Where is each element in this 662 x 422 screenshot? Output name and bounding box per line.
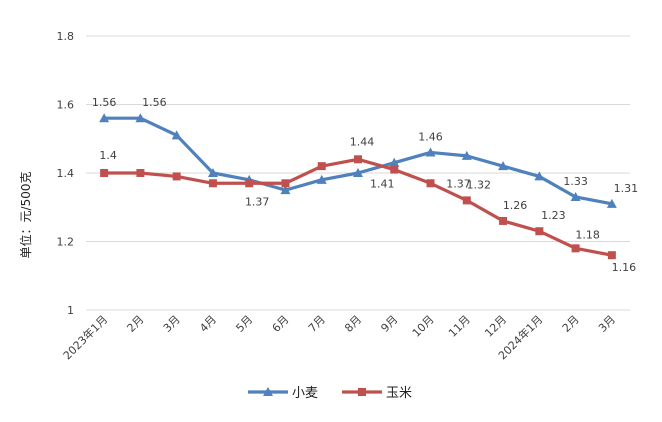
legend-marker [263, 387, 273, 396]
x-tick-label: 2月 [125, 313, 147, 335]
data-label: 1.18 [575, 228, 600, 241]
data-point [100, 169, 109, 177]
x-tick-label: 12月 [482, 313, 509, 340]
data-point [171, 130, 182, 140]
x-tick-label: 9月 [378, 313, 400, 335]
data-point [534, 171, 545, 181]
x-tick-label: 5月 [233, 313, 255, 335]
x-tick-label: 8月 [342, 313, 364, 335]
legend-label: 小麦 [292, 386, 318, 401]
x-tick-label: 2月 [560, 313, 582, 335]
data-point [207, 168, 218, 177]
y-axis-label: 单位：元/500克 [18, 172, 33, 259]
x-tick-label: 3月 [161, 313, 183, 335]
y-tick-label: 1 [67, 304, 74, 317]
y-tick-label: 1.8 [57, 30, 75, 43]
data-point [135, 113, 146, 123]
data-point [570, 191, 581, 201]
data-point [462, 196, 471, 205]
data-point [426, 179, 435, 188]
data-label: 1.26 [503, 199, 528, 212]
y-axis-ticks: 1 1.2 1.4 1.6 1.8 [57, 30, 75, 317]
data-point [390, 165, 399, 174]
data-label: 1.41 [370, 178, 395, 191]
x-tick-label: 2023年1月 [60, 312, 110, 362]
data-point [317, 162, 326, 171]
data-label: 1.31 [614, 182, 639, 195]
data-point [136, 169, 145, 177]
legend: 小麦 玉米 [248, 386, 412, 401]
data-point [172, 172, 181, 181]
x-tick-label: 7月 [306, 313, 328, 335]
data-point [353, 168, 363, 177]
legend-item: 小麦 [248, 386, 318, 401]
data-point [425, 147, 436, 157]
x-tick-label: 6月 [270, 313, 292, 335]
legend-marker [358, 388, 366, 396]
data-point [535, 227, 544, 236]
data-point [499, 216, 508, 225]
data-point [99, 113, 110, 123]
data-label: 1.44 [350, 135, 375, 148]
series [99, 113, 617, 260]
data-label: 1.46 [418, 130, 443, 143]
data-point [389, 157, 400, 167]
data-point [461, 150, 472, 160]
data-point [245, 179, 254, 188]
data-point [571, 244, 580, 253]
x-tick-label: 10月 [410, 313, 437, 340]
data-point [498, 161, 509, 171]
data-label: 1.33 [563, 175, 588, 188]
data-label: 1.16 [612, 261, 637, 274]
y-tick-label: 1.4 [57, 167, 75, 180]
data-labels: 1.56 1.561.461.331.311.41.371.441.41 1.371… [92, 96, 638, 274]
y-tick-label: 1.6 [57, 99, 75, 112]
y-tick-label: 1.2 [57, 236, 75, 249]
data-point [280, 185, 291, 195]
data-point [607, 251, 616, 260]
data-label: 1.37 [245, 195, 270, 208]
data-point [208, 179, 217, 188]
legend-label: 玉米 [386, 386, 412, 401]
data-label: 1.23 [541, 209, 566, 222]
x-tick-label: 4月 [197, 313, 219, 335]
data-label: 1.56 [92, 96, 117, 109]
data-point [281, 179, 290, 188]
series-corn [100, 155, 616, 260]
x-tick-label: 11月 [446, 313, 473, 340]
data-label: 1.32 [467, 178, 492, 191]
data-point [316, 174, 327, 184]
x-tick-label: 3月 [596, 313, 618, 335]
data-point [606, 198, 617, 208]
data-label: 1.56 [142, 96, 167, 109]
legend-item: 玉米 [342, 386, 412, 401]
data-label: 1.37 [446, 177, 471, 190]
data-label: 1.4 [99, 149, 117, 162]
data-point [354, 155, 362, 164]
